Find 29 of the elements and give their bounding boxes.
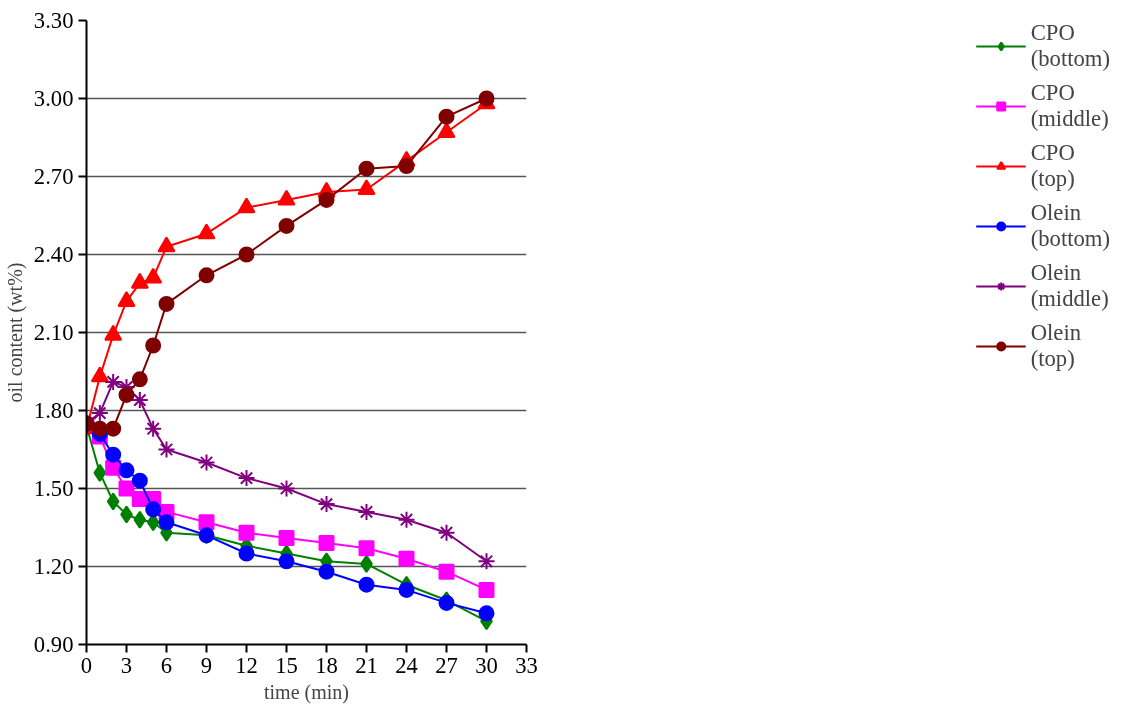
legend-label: Olein (top) xyxy=(1030,320,1082,372)
x-tick-label: 3 xyxy=(120,652,133,678)
legend-label: Olein (middle) xyxy=(1030,260,1109,312)
x-tick-label: 24 xyxy=(395,652,418,678)
x-tick-label: 0 xyxy=(80,652,93,678)
x-tick-label: 30 xyxy=(475,652,498,678)
x-tick-label: 15 xyxy=(275,652,298,678)
x-tick-label: 21 xyxy=(355,652,378,678)
legend-label: CPO (middle) xyxy=(1030,80,1109,132)
y-tick-label: 1.50 xyxy=(33,476,74,501)
legend-label: CPO (bottom) xyxy=(1030,20,1110,72)
x-tick-label: 27 xyxy=(435,652,458,678)
x-tick-label: 6 xyxy=(160,652,173,678)
x-tick-label: 9 xyxy=(200,652,213,678)
x-tick-label: 12 xyxy=(235,652,258,678)
x-tick-label: 33 xyxy=(515,652,538,678)
y-tick-label: 2.70 xyxy=(33,164,74,189)
y-axis-title: oil content (wt%) xyxy=(3,262,27,403)
y-tick-label: 3.00 xyxy=(33,86,74,111)
y-tick-label: 2.40 xyxy=(33,242,74,267)
x-axis-title: time (min) xyxy=(264,680,349,704)
y-tick-label: 0.90 xyxy=(33,632,74,657)
y-tick-label: 3.30 xyxy=(33,8,74,33)
x-tick-label: 18 xyxy=(315,652,338,678)
y-tick-label: 2.10 xyxy=(33,320,74,345)
y-tick-label: 1.80 xyxy=(33,398,74,423)
legend-label: Olein (bottom) xyxy=(1030,200,1110,252)
y-tick-label: 1.20 xyxy=(33,554,74,579)
legend-label: CPO (top) xyxy=(1030,140,1075,192)
